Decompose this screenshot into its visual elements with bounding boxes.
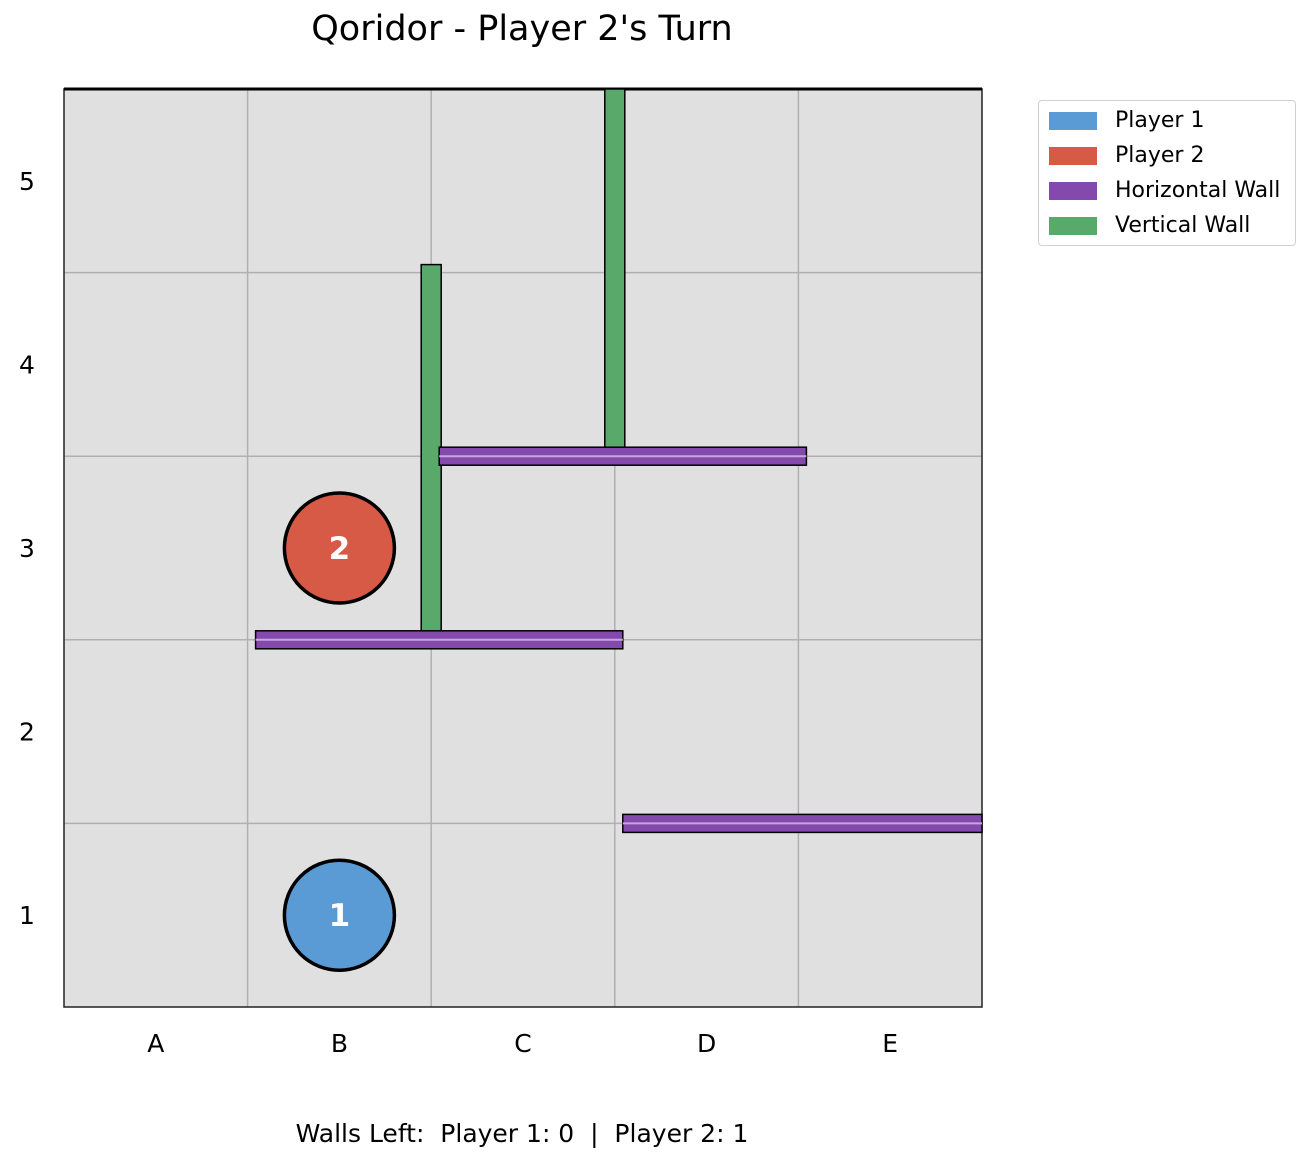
- row-label: 2: [19, 718, 35, 747]
- player-1-pawn[interactable]: 1: [282, 858, 397, 972]
- legend-label: Player 2: [1115, 143, 1205, 168]
- player-pawn-label: 2: [329, 531, 351, 567]
- vertical-wall: [420, 263, 442, 633]
- legend-item-player-1: Player 1: [1049, 103, 1204, 138]
- legend-item-horizontal-wall: Horizontal Wall: [1049, 173, 1280, 208]
- legend-item-vertical-wall: Vertical Wall: [1049, 208, 1250, 243]
- legend-swatch-horizontal-wall: [1049, 181, 1097, 200]
- player-pawn-circle: [282, 491, 397, 605]
- row-label: 4: [19, 350, 35, 379]
- legend-label: Vertical Wall: [1115, 213, 1251, 238]
- legend-swatch-vertical-wall: [1049, 216, 1097, 235]
- column-label: A: [147, 1029, 164, 1058]
- legend-label: Player 1: [1115, 108, 1205, 133]
- horizontal-wall: [254, 630, 624, 650]
- column-label: B: [331, 1029, 348, 1058]
- legend: Player 1 Player 2 Horizontal Wall Vertic…: [1038, 100, 1296, 246]
- game-title: Qoridor - Player 2's Turn: [311, 9, 733, 49]
- column-label: C: [514, 1029, 531, 1058]
- row-label: 5: [19, 167, 35, 196]
- horizontal-wall: [438, 446, 808, 466]
- player-2-pawn[interactable]: 2: [282, 491, 397, 605]
- player-pawn-circle: [282, 858, 397, 972]
- legend-swatch-player-1: [1049, 111, 1097, 130]
- vertical-wall: [604, 88, 626, 449]
- legend-swatch-player-2: [1049, 146, 1097, 165]
- row-label: 1: [19, 901, 35, 930]
- column-label: E: [882, 1029, 898, 1058]
- legend-label: Horizontal Wall: [1115, 178, 1281, 203]
- legend-item-player-2: Player 2: [1049, 138, 1204, 173]
- board-background: [64, 89, 982, 1007]
- row-label: 3: [19, 534, 35, 563]
- player-pawn-label: 1: [329, 898, 351, 934]
- horizontal-wall: [622, 813, 983, 834]
- column-label: D: [697, 1029, 716, 1058]
- walls-left-status: Walls Left: Player 1: 0 | Player 2: 1: [295, 1119, 749, 1148]
